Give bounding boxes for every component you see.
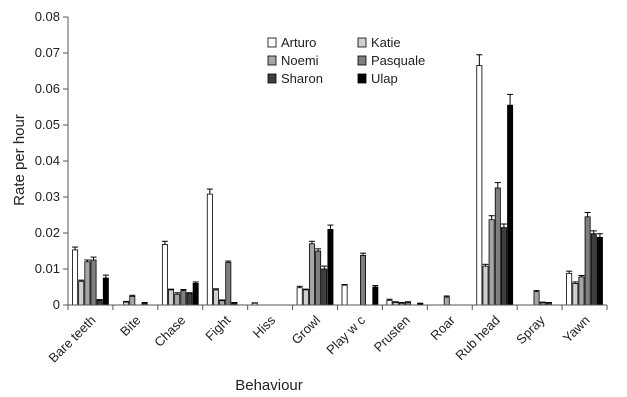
bar [566, 272, 573, 306]
legend: Arturo Katie Noemi Pasquale Sharon Ulap [267, 35, 425, 86]
x-tick-label: Fight [202, 312, 233, 343]
x-tick-label: Play w c [323, 312, 368, 357]
bar [213, 289, 219, 306]
legend-label: Katie [371, 35, 401, 50]
x-axis-title: Behaviour [235, 377, 303, 394]
bar [96, 299, 103, 306]
bar [360, 254, 367, 306]
bar [372, 286, 379, 306]
bar [174, 293, 181, 306]
x-tick-label: Hiss [250, 312, 279, 341]
bar [161, 244, 168, 306]
bar [507, 104, 514, 306]
bar [321, 268, 328, 306]
bar [386, 299, 393, 306]
legend-swatch [357, 37, 367, 48]
x-tick-label: Spray [513, 312, 548, 347]
y-tick-label: 0.04 [35, 153, 60, 168]
x-axis: Bare teeth Bite Chase Fight Hiss Growl Play w … [46, 304, 608, 366]
x-tick-label: Yawn [560, 313, 593, 346]
bar [78, 280, 85, 306]
legend-label: Noemi [281, 53, 319, 68]
x-tick-label: Bite [117, 313, 143, 339]
legend-label: Arturo [281, 35, 316, 50]
bar [72, 249, 79, 306]
y-tick-label: 0.06 [35, 81, 60, 96]
bar [296, 287, 303, 306]
legend-swatch [267, 73, 277, 84]
bar [168, 289, 175, 306]
y-tick-label: 0.01 [35, 261, 60, 276]
bar [302, 289, 309, 306]
x-tick-label: Rub head [452, 313, 502, 363]
y-axis: 0 0.01 0.02 0.03 0.04 0.05 0.06 0.07 0.08 [35, 9, 69, 312]
bar [341, 284, 348, 306]
bar [225, 262, 232, 306]
bar [206, 193, 213, 306]
bar [533, 291, 540, 306]
bar [494, 187, 501, 306]
bar [488, 219, 495, 306]
bar [219, 300, 226, 306]
x-tick-label: Chase [151, 313, 188, 350]
y-tick-label: 0.07 [35, 45, 60, 60]
bar [482, 265, 489, 306]
x-tick-label: Growl [289, 312, 324, 347]
bar [578, 276, 585, 306]
bar [476, 65, 483, 306]
bars [72, 54, 603, 306]
y-tick-label: 0 [53, 297, 60, 312]
y-tick-label: 0.03 [35, 189, 60, 204]
bar [315, 250, 322, 306]
x-tick-label: Bare teeth [46, 313, 99, 366]
legend-swatch [357, 55, 367, 66]
bar [443, 296, 450, 306]
bar [90, 259, 97, 306]
y-tick-label: 0.05 [35, 117, 60, 132]
bar [590, 233, 597, 306]
bar [308, 243, 315, 306]
bar [180, 290, 187, 306]
y-axis-title: Rate per hour [11, 114, 28, 206]
bar [584, 216, 591, 306]
legend-swatch [357, 73, 367, 84]
legend-label: Ulap [371, 71, 398, 86]
bar [102, 277, 109, 306]
bar [327, 228, 334, 306]
bar [192, 282, 199, 306]
bar [186, 293, 193, 306]
y-tick-label: 0.08 [35, 9, 60, 24]
bar [500, 227, 507, 306]
y-tick-label: 0.02 [35, 225, 60, 240]
x-tick-label: Roar [427, 312, 458, 343]
bar [84, 261, 91, 306]
bar [129, 295, 136, 306]
x-tick-label: Prusten [371, 313, 413, 355]
legend-swatch [267, 55, 277, 66]
legend-swatch [267, 37, 277, 48]
legend-label: Pasquale [371, 53, 425, 68]
bar [572, 282, 579, 306]
legend-label: Sharon [281, 71, 323, 86]
bar [596, 236, 603, 306]
